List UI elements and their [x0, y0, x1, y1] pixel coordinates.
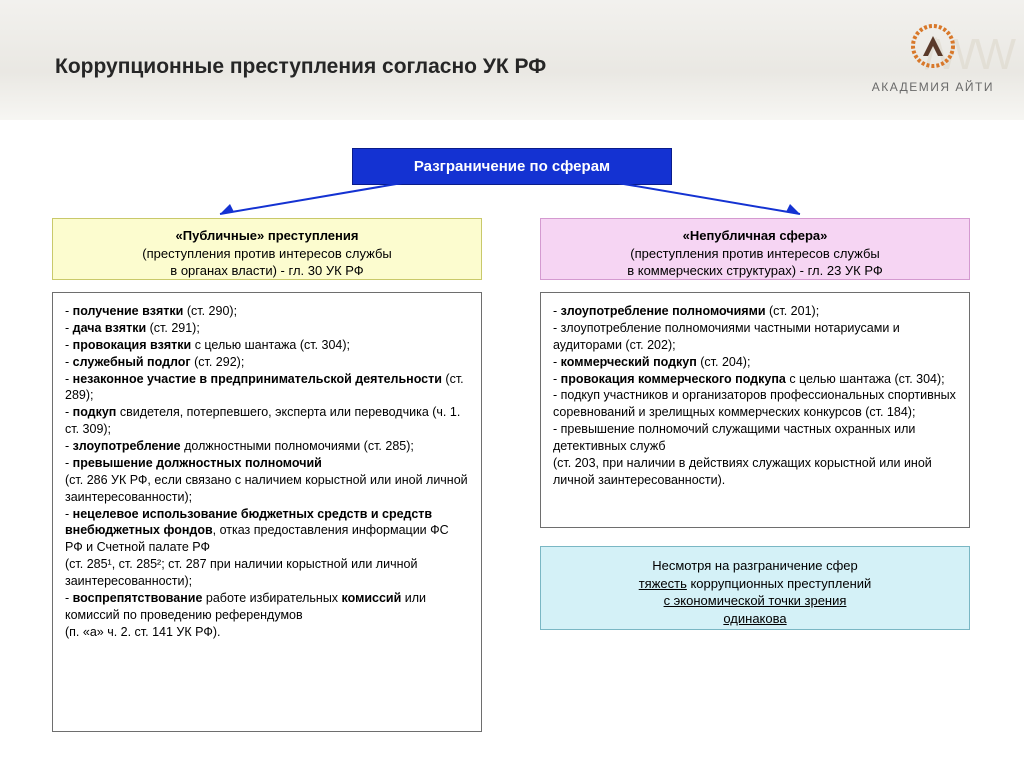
center-label-box: Разграничение по сферам	[352, 148, 672, 185]
right-column-list: - злоупотребление полномочиями (ст. 201)…	[540, 292, 970, 528]
footer-summary-box: Несмотря на разграничение сфер тяжесть к…	[540, 546, 970, 630]
footer-line2-rest: коррупционных преступлений	[687, 576, 871, 591]
left-header-sub1: (преступления против интересов службы	[63, 245, 471, 263]
left-column-list: - получение взятки (ст. 290);- дача взят…	[52, 292, 482, 732]
right-column-header: «Непубличная сфера» (преступления против…	[540, 218, 970, 280]
left-column-header: «Публичные» преступления (преступления п…	[52, 218, 482, 280]
footer-line2-underline: тяжесть	[639, 576, 687, 591]
logo-text: АКАДЕМИЯ АЙТИ	[872, 80, 994, 94]
left-header-title: «Публичные» преступления	[63, 227, 471, 245]
right-header-title: «Непубличная сфера»	[551, 227, 959, 245]
footer-line3: с экономической точки зрения	[553, 592, 957, 610]
right-header-sub1: (преступления против интересов службы	[551, 245, 959, 263]
left-header-sub2: в органах власти) - гл. 30 УК РФ	[63, 262, 471, 280]
footer-line2: тяжесть коррупционных преступлений	[553, 575, 957, 593]
logo-icon	[905, 22, 961, 78]
center-label: Разграничение по сферам	[414, 158, 610, 175]
logo: АКАДЕМИЯ АЙТИ	[872, 22, 994, 94]
footer-line1: Несмотря на разграничение сфер	[553, 557, 957, 575]
footer-line4: одинакова	[553, 610, 957, 628]
connector-arrows	[190, 182, 830, 222]
page-title: Коррупционные преступления согласно УК Р…	[55, 55, 546, 79]
right-header-sub2: в коммерческих структурах) - гл. 23 УК Р…	[551, 262, 959, 280]
